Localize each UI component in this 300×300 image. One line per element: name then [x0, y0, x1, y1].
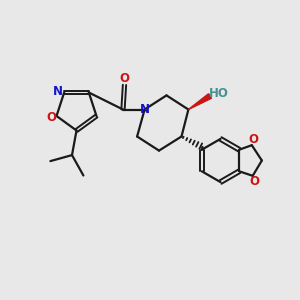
Text: O: O	[249, 175, 259, 188]
Text: O: O	[248, 133, 258, 146]
Text: N: N	[140, 103, 150, 116]
Polygon shape	[188, 94, 212, 109]
Text: O: O	[46, 111, 56, 124]
Text: O: O	[119, 72, 130, 85]
Text: N: N	[53, 85, 63, 98]
Text: HO: HO	[209, 87, 229, 100]
